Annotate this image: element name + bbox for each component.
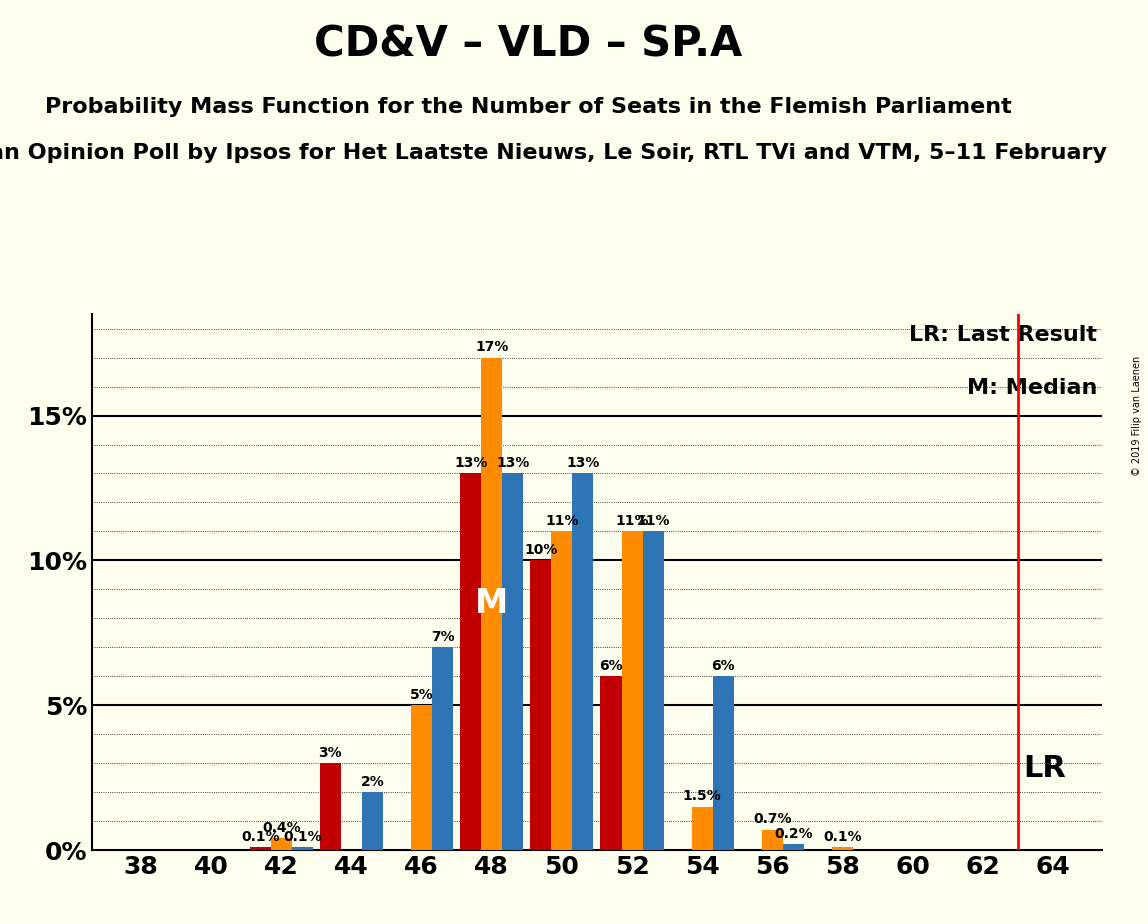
Bar xyxy=(362,792,383,850)
Bar xyxy=(530,560,551,850)
Text: 13%: 13% xyxy=(566,456,599,470)
Text: CD&V – VLD – SP.A: CD&V – VLD – SP.A xyxy=(313,23,743,65)
Text: 13%: 13% xyxy=(496,456,529,470)
Bar xyxy=(271,838,292,850)
Text: Probability Mass Function for the Number of Seats in the Flemish Parliament: Probability Mass Function for the Number… xyxy=(45,97,1011,117)
Text: 17%: 17% xyxy=(475,340,509,354)
Text: 13%: 13% xyxy=(453,456,488,470)
Text: LR: Last Result: LR: Last Result xyxy=(909,325,1097,345)
Text: 6%: 6% xyxy=(599,659,623,673)
Bar xyxy=(411,705,432,850)
Bar xyxy=(502,473,523,850)
Text: 0.2%: 0.2% xyxy=(774,827,813,841)
Bar xyxy=(762,830,783,850)
Text: LR: LR xyxy=(1024,755,1066,784)
Text: 7%: 7% xyxy=(430,630,455,644)
Bar xyxy=(600,676,621,850)
Text: 2%: 2% xyxy=(360,774,385,789)
Bar xyxy=(250,847,271,850)
Bar xyxy=(832,847,853,850)
Text: M: Median: M: Median xyxy=(967,379,1097,398)
Text: M: M xyxy=(475,588,509,620)
Text: © 2019 Filip van Laenen: © 2019 Filip van Laenen xyxy=(1132,356,1142,476)
Bar xyxy=(573,473,594,850)
Bar xyxy=(643,531,664,850)
Bar xyxy=(460,473,481,850)
Text: 0.1%: 0.1% xyxy=(823,830,862,844)
Bar xyxy=(621,531,643,850)
Text: on an Opinion Poll by Ipsos for Het Laatste Nieuws, Le Soir, RTL TVi and VTM, 5–: on an Opinion Poll by Ipsos for Het Laat… xyxy=(0,143,1107,164)
Text: 6%: 6% xyxy=(712,659,735,673)
Text: 5%: 5% xyxy=(410,687,434,701)
Text: 10%: 10% xyxy=(525,543,558,557)
Text: 3%: 3% xyxy=(318,746,342,760)
Bar xyxy=(713,676,734,850)
Text: 0.1%: 0.1% xyxy=(284,830,321,844)
Bar xyxy=(292,847,312,850)
Text: 0.1%: 0.1% xyxy=(241,830,279,844)
Bar xyxy=(432,648,453,850)
Bar xyxy=(783,845,804,850)
Text: 11%: 11% xyxy=(636,514,669,528)
Bar xyxy=(481,358,502,850)
Bar xyxy=(691,807,713,850)
Bar xyxy=(551,531,573,850)
Text: 0.7%: 0.7% xyxy=(753,812,792,826)
Bar xyxy=(320,763,341,850)
Text: 11%: 11% xyxy=(545,514,579,528)
Text: 11%: 11% xyxy=(615,514,649,528)
Text: 0.4%: 0.4% xyxy=(262,821,301,835)
Text: 1.5%: 1.5% xyxy=(683,789,722,803)
